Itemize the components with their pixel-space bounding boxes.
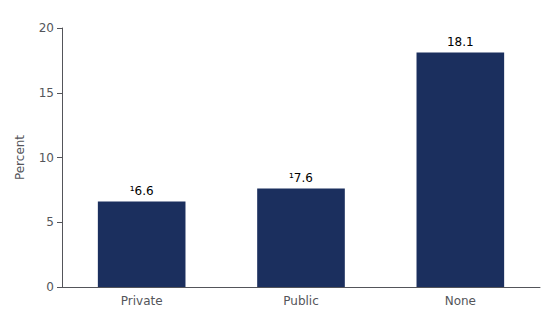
svg-text:Public: Public bbox=[283, 294, 319, 308]
svg-text:20: 20 bbox=[39, 21, 54, 35]
svg-text:15: 15 bbox=[39, 86, 54, 100]
svg-text:0: 0 bbox=[46, 280, 54, 294]
svg-text:Private: Private bbox=[121, 294, 163, 308]
svg-text:18.1: 18.1 bbox=[447, 35, 474, 49]
svg-text:Percent: Percent bbox=[13, 135, 27, 180]
svg-text:¹7.6: ¹7.6 bbox=[289, 171, 313, 185]
svg-text:None: None bbox=[445, 294, 476, 308]
svg-text:10: 10 bbox=[39, 151, 54, 165]
svg-text:¹6.6: ¹6.6 bbox=[130, 184, 154, 198]
svg-text:5: 5 bbox=[46, 215, 54, 229]
